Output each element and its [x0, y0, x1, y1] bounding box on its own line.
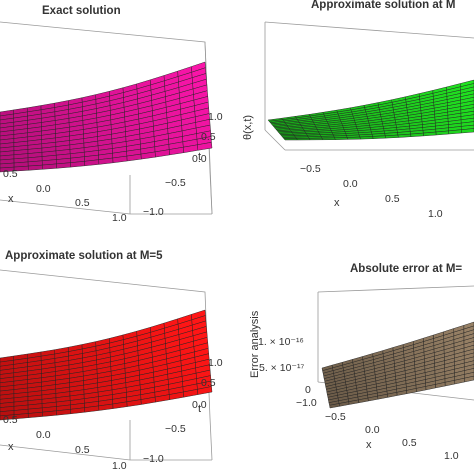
x-tick: 0.5: [3, 414, 18, 426]
surface-patch: [359, 136, 374, 140]
surface-patch: [460, 110, 474, 117]
surface-patch: [308, 137, 324, 141]
surface-patch: [197, 142, 213, 151]
x-tick: 0.0: [36, 429, 51, 441]
surface-patch: [463, 325, 474, 334]
z-axis-label: Error analysis: [249, 310, 261, 378]
surface-patch: [460, 107, 474, 114]
panel-exact-solution: Exact solution 0.5 0.0 0.5 1.0 x 1.0 0.5…: [0, 5, 223, 224]
surface-patch: [346, 136, 361, 140]
surface-patch: [460, 83, 474, 91]
t-tick: −0.5: [165, 177, 186, 189]
bounding-box-front: [0, 199, 131, 215]
surface-patch: [27, 164, 43, 171]
surface-patch: [460, 104, 474, 111]
z-axis-label: θ(x,t): [242, 115, 254, 140]
bounding-box-back: [317, 285, 474, 293]
x-tick: 1.0: [428, 208, 443, 220]
panel-title: Exact solution: [42, 5, 121, 17]
t-tick: −1.0: [143, 453, 164, 465]
x-axis-label: x: [334, 197, 340, 209]
panel-title: Approximate solution at M: [311, 0, 455, 11]
panel-approximate-solution: Approximate solution at M θ(x,t) −0.5 0.…: [242, 0, 474, 220]
surface-patch: [334, 137, 349, 140]
surface: [0, 61, 213, 173]
z-tick: 0: [305, 384, 311, 396]
x-tick: −1.0: [296, 397, 317, 409]
surface-patch: [463, 341, 474, 349]
t-axis-label: t: [198, 151, 201, 163]
surface-patch: [197, 386, 213, 395]
x-tick: 1.0: [444, 450, 459, 462]
panel-absolute-error: Absolute error at M= Error analysis 1. ×…: [249, 263, 474, 462]
surface: [0, 309, 213, 421]
t-tick: 0.0: [192, 153, 207, 165]
x-tick: 0.5: [3, 168, 18, 180]
surface-patch: [461, 128, 474, 134]
surface: [267, 79, 474, 141]
x-tick: −0.5: [325, 411, 346, 423]
surface-patch: [460, 97, 474, 104]
surface-patch: [283, 138, 299, 141]
bounding-box-front: [0, 444, 131, 461]
surface-patch: [460, 86, 474, 94]
surface-patch: [463, 360, 474, 368]
surface-patch: [296, 138, 311, 141]
x-tick: −0.5: [300, 163, 321, 175]
x-tick: 1.0: [112, 212, 127, 224]
bounding-box-edge: [264, 129, 286, 151]
surface-patch: [463, 329, 474, 337]
t-tick: 1.0: [208, 357, 223, 369]
x-tick: 0.5: [402, 437, 417, 449]
bounding-box-back: [264, 21, 474, 39]
surface-patch: [460, 100, 474, 107]
panel-title: Approximate solution at M=5: [5, 250, 163, 262]
surface: [321, 321, 474, 409]
x-axis-label: x: [8, 441, 14, 453]
z-tick: 5. × 10⁻¹⁷: [259, 362, 304, 374]
panel-approximate-solution-m5: Approximate solution at M=5 0.5 0.0 0.5 …: [0, 250, 223, 472]
x-tick: 0.5: [75, 444, 90, 456]
surface-patch: [56, 162, 71, 169]
x-tick: 0.5: [385, 193, 400, 205]
surface-patch: [463, 348, 474, 356]
surface-patch: [385, 134, 399, 139]
t-tick: 0.5: [201, 131, 216, 143]
surface-patch: [464, 364, 474, 371]
x-axis-label: x: [8, 193, 14, 205]
t-tick: 0.5: [201, 377, 216, 389]
t-axis-label: t: [198, 403, 201, 415]
surface-patch: [460, 90, 474, 97]
z-tick: 1. × 10⁻¹⁶: [258, 336, 304, 348]
t-tick: 0.0: [192, 399, 207, 411]
surface-patch: [464, 368, 474, 375]
t-tick: −0.5: [165, 423, 186, 435]
x-tick: 0.5: [75, 197, 90, 209]
surface-patch: [464, 372, 474, 379]
surface-patch: [372, 135, 387, 139]
surface-patch: [463, 321, 474, 330]
x-axis-label: x: [366, 439, 372, 451]
surface-patch: [460, 124, 474, 130]
surface-patch: [463, 337, 474, 345]
surface-patch: [463, 356, 474, 364]
surface-patch: [460, 79, 474, 88]
x-tick: 1.0: [112, 460, 127, 472]
surface-patch: [42, 163, 57, 170]
x-tick: 0.0: [365, 424, 380, 436]
surface-patch: [463, 344, 474, 352]
surface-patch: [463, 352, 474, 360]
x-tick: 0.0: [36, 183, 51, 195]
surface-patch: [460, 93, 474, 101]
t-tick: 1.0: [208, 111, 223, 123]
surface-patch: [464, 375, 474, 383]
surface-patch: [321, 137, 336, 141]
t-tick: −1.0: [143, 206, 164, 218]
panel-title: Absolute error at M=: [350, 263, 462, 275]
surface-patch: [463, 333, 474, 341]
x-tick: 0.0: [343, 178, 358, 190]
